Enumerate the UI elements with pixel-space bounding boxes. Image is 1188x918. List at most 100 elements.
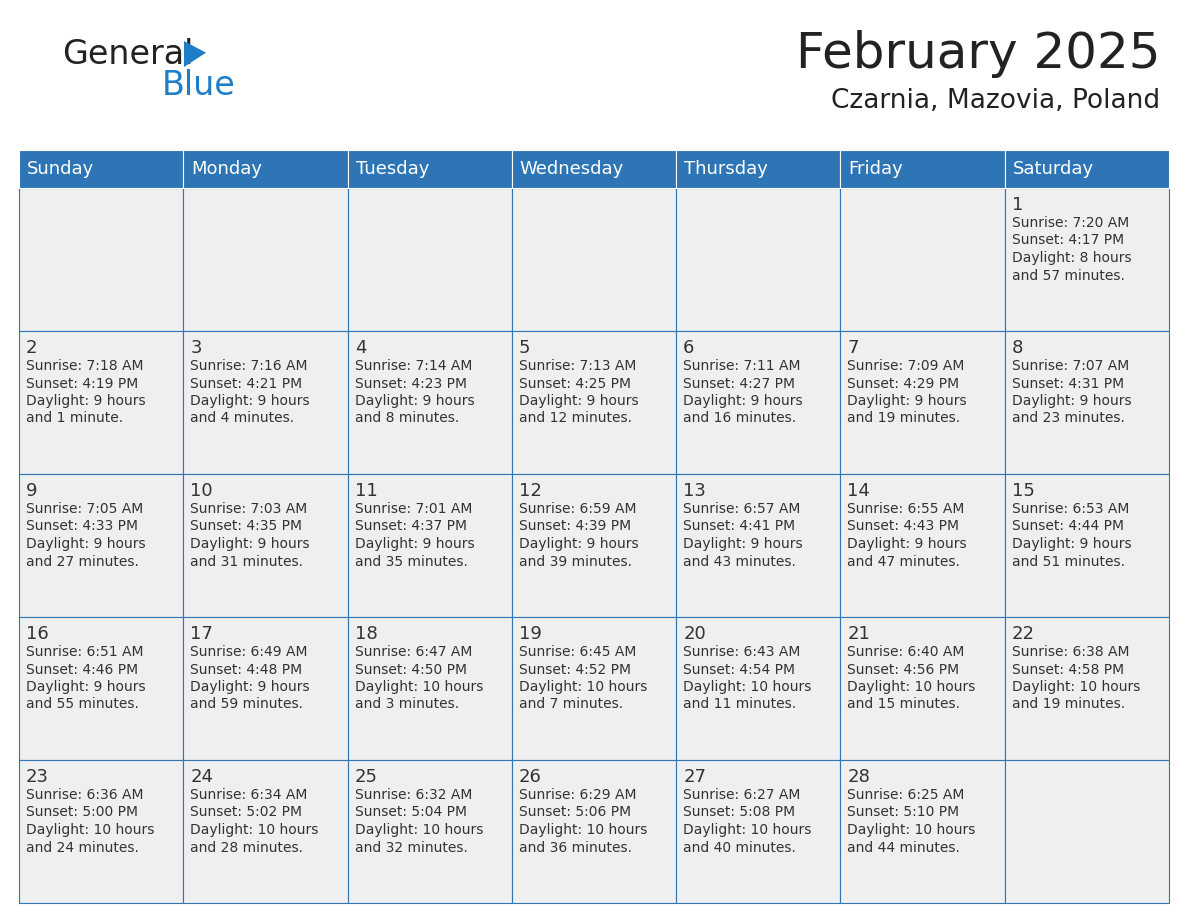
Bar [676, 760, 840, 903]
Bar [676, 150, 840, 188]
Text: Daylight: 9 hours: Daylight: 9 hours [26, 394, 146, 408]
Bar [19, 150, 183, 188]
Bar [512, 617, 676, 760]
Text: Sunrise: 6:29 AM: Sunrise: 6:29 AM [519, 788, 637, 802]
Text: Daylight: 10 hours: Daylight: 10 hours [1012, 680, 1140, 694]
Text: Sunset: 4:46 PM: Sunset: 4:46 PM [26, 663, 138, 677]
Bar [183, 474, 348, 617]
Text: and 16 minutes.: and 16 minutes. [683, 411, 796, 426]
Text: and 24 minutes.: and 24 minutes. [26, 841, 139, 855]
Text: Daylight: 10 hours: Daylight: 10 hours [354, 823, 484, 837]
Text: Sunset: 4:58 PM: Sunset: 4:58 PM [1012, 663, 1124, 677]
Text: Sunrise: 6:27 AM: Sunrise: 6:27 AM [683, 788, 801, 802]
Text: Sunset: 4:19 PM: Sunset: 4:19 PM [26, 376, 138, 390]
Text: and 7 minutes.: and 7 minutes. [519, 698, 623, 711]
Bar [183, 188, 348, 331]
Bar [19, 331, 183, 474]
Bar [512, 331, 676, 474]
Text: Daylight: 9 hours: Daylight: 9 hours [190, 394, 310, 408]
Text: Daylight: 9 hours: Daylight: 9 hours [683, 394, 803, 408]
Text: 16: 16 [26, 625, 49, 643]
Bar [348, 331, 512, 474]
Text: 9: 9 [26, 482, 38, 500]
Text: 24: 24 [190, 768, 214, 786]
Text: Daylight: 10 hours: Daylight: 10 hours [26, 823, 154, 837]
Bar [1005, 617, 1169, 760]
Text: Daylight: 9 hours: Daylight: 9 hours [190, 680, 310, 694]
Text: Sunrise: 6:32 AM: Sunrise: 6:32 AM [354, 788, 472, 802]
Text: Sunset: 5:04 PM: Sunset: 5:04 PM [354, 805, 467, 820]
Text: and 19 minutes.: and 19 minutes. [1012, 698, 1125, 711]
Bar [183, 150, 348, 188]
Text: 5: 5 [519, 339, 530, 357]
Text: and 28 minutes.: and 28 minutes. [190, 841, 303, 855]
Bar [676, 474, 840, 617]
Bar [840, 188, 1005, 331]
Text: Sunset: 4:41 PM: Sunset: 4:41 PM [683, 520, 795, 533]
Text: Sunrise: 6:53 AM: Sunrise: 6:53 AM [1012, 502, 1129, 516]
Text: Daylight: 10 hours: Daylight: 10 hours [683, 680, 811, 694]
Text: and 1 minute.: and 1 minute. [26, 411, 124, 426]
Bar [840, 150, 1005, 188]
Text: 11: 11 [354, 482, 378, 500]
Text: and 39 minutes.: and 39 minutes. [519, 554, 632, 568]
Text: 20: 20 [683, 625, 706, 643]
Text: Sunrise: 6:34 AM: Sunrise: 6:34 AM [190, 788, 308, 802]
Text: Daylight: 10 hours: Daylight: 10 hours [190, 823, 318, 837]
Text: Daylight: 10 hours: Daylight: 10 hours [847, 680, 975, 694]
Bar [348, 474, 512, 617]
Text: 2: 2 [26, 339, 38, 357]
Text: and 12 minutes.: and 12 minutes. [519, 411, 632, 426]
Bar [183, 331, 348, 474]
Text: Daylight: 10 hours: Daylight: 10 hours [354, 680, 484, 694]
Text: Sunrise: 6:47 AM: Sunrise: 6:47 AM [354, 645, 472, 659]
Text: General: General [62, 38, 194, 71]
Text: and 27 minutes.: and 27 minutes. [26, 554, 139, 568]
Bar [840, 617, 1005, 760]
Bar [1005, 188, 1169, 331]
Bar [183, 617, 348, 760]
Text: 21: 21 [847, 625, 871, 643]
Bar [676, 188, 840, 331]
Text: Sunset: 5:10 PM: Sunset: 5:10 PM [847, 805, 960, 820]
Bar [840, 474, 1005, 617]
Text: 23: 23 [26, 768, 49, 786]
Text: Sunrise: 7:16 AM: Sunrise: 7:16 AM [190, 359, 308, 373]
Text: 7: 7 [847, 339, 859, 357]
Text: Sunset: 4:52 PM: Sunset: 4:52 PM [519, 663, 631, 677]
Text: Sunrise: 7:01 AM: Sunrise: 7:01 AM [354, 502, 472, 516]
Text: and 43 minutes.: and 43 minutes. [683, 554, 796, 568]
Text: Sunset: 4:23 PM: Sunset: 4:23 PM [354, 376, 467, 390]
Bar [19, 760, 183, 903]
Text: and 23 minutes.: and 23 minutes. [1012, 411, 1125, 426]
Text: Sunset: 4:33 PM: Sunset: 4:33 PM [26, 520, 138, 533]
Text: Daylight: 10 hours: Daylight: 10 hours [519, 823, 647, 837]
Text: Sunrise: 6:38 AM: Sunrise: 6:38 AM [1012, 645, 1130, 659]
Text: 26: 26 [519, 768, 542, 786]
Text: February 2025: February 2025 [796, 30, 1159, 78]
Text: Blue: Blue [162, 69, 235, 102]
Text: Daylight: 9 hours: Daylight: 9 hours [354, 394, 474, 408]
Text: Daylight: 8 hours: Daylight: 8 hours [1012, 251, 1131, 265]
Text: Daylight: 9 hours: Daylight: 9 hours [847, 394, 967, 408]
Text: Sunset: 5:06 PM: Sunset: 5:06 PM [519, 805, 631, 820]
Text: 28: 28 [847, 768, 871, 786]
Text: 4: 4 [354, 339, 366, 357]
Text: Sunrise: 6:55 AM: Sunrise: 6:55 AM [847, 502, 965, 516]
Bar [676, 331, 840, 474]
Text: and 40 minutes.: and 40 minutes. [683, 841, 796, 855]
Text: Sunset: 4:44 PM: Sunset: 4:44 PM [1012, 520, 1124, 533]
Text: Daylight: 9 hours: Daylight: 9 hours [354, 537, 474, 551]
Text: and 3 minutes.: and 3 minutes. [354, 698, 459, 711]
Text: Sunset: 4:37 PM: Sunset: 4:37 PM [354, 520, 467, 533]
Text: 10: 10 [190, 482, 213, 500]
Bar [512, 760, 676, 903]
Bar [19, 474, 183, 617]
Text: 17: 17 [190, 625, 213, 643]
Text: Daylight: 10 hours: Daylight: 10 hours [847, 823, 975, 837]
Text: Daylight: 9 hours: Daylight: 9 hours [190, 537, 310, 551]
Text: Sunset: 4:35 PM: Sunset: 4:35 PM [190, 520, 302, 533]
Bar [183, 760, 348, 903]
Text: 3: 3 [190, 339, 202, 357]
Text: Sunrise: 6:51 AM: Sunrise: 6:51 AM [26, 645, 144, 659]
